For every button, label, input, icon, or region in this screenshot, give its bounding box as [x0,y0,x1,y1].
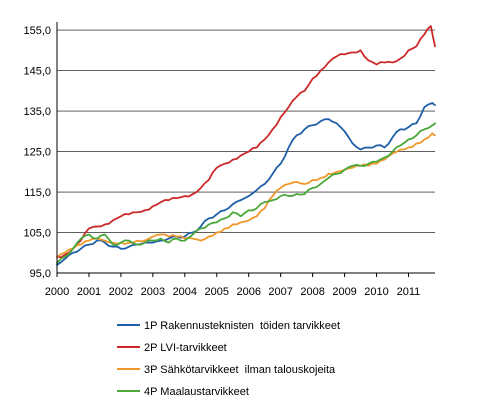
x-tick-label: 2000 [45,286,69,298]
y-tick-label: 95,0 [30,268,51,280]
axes [56,22,435,277]
x-tick-label: 2010 [364,286,388,298]
y-tick-label: 155,0 [23,25,51,37]
legend-label: 4P Maalaustarvikkeet [144,386,249,398]
y-tick-labels: 95,0 105,0 115,0 125,0 135,0 145,0 155,0 [23,25,51,280]
y-tick-label: 145,0 [23,66,51,78]
grid-lines [57,29,435,233]
y-tick-label: 135,0 [23,106,51,118]
legend-label: 2P LVI-tarvikkeet [144,342,227,354]
legend: 1P Rakennusteknisten töiden tarvikkeet 2P… [117,320,340,398]
x-tick-label: 2009 [332,286,356,298]
legend-entry: 1P Rakennusteknisten töiden tarvikkeet [117,320,340,332]
x-tick-label: 2004 [173,286,197,298]
x-tick-label: 2002 [109,286,133,298]
x-tick-label: 2001 [77,286,101,298]
x-tick-label: 2011 [397,286,421,298]
legend-entry: 2P LVI-tarvikkeet [117,342,227,354]
y-tick-label: 105,0 [23,228,51,240]
y-tick-label: 115,0 [24,187,51,199]
legend-entry: 3P Sähkötarvikkeet ilman talouskojeita [117,364,336,376]
legend-entry: 4P Maalaustarvikkeet [117,386,249,398]
x-tick-label: 2003 [141,286,165,298]
x-tick-label: 2007 [268,286,292,298]
series-lines [56,25,436,266]
legend-label: 1P Rakennusteknisten töiden tarvikkeet [144,320,340,332]
x-tick-label: 2006 [236,286,260,298]
y-tick-label: 125,0 [23,147,51,159]
series-line-4 [56,122,436,264]
series-line-2 [56,25,436,259]
x-tick-labels: 2000 2001 2002 2003 2004 2005 2006 2007 2008 2009… [45,286,421,298]
series-line-1 [56,102,436,266]
x-tick-label: 2005 [205,286,229,298]
legend-label: 3P Sähkötarvikkeet ilman talouskojeita [144,364,336,376]
x-tick-label: 2008 [300,286,324,298]
